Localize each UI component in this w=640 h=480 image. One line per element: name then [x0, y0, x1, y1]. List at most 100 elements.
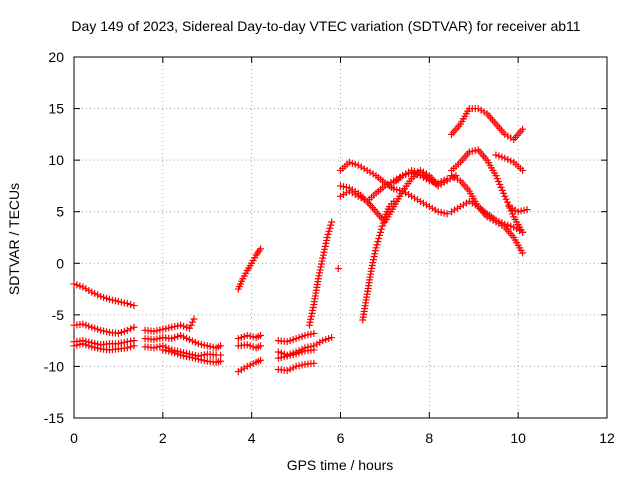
- data-point: [504, 155, 512, 163]
- data-point: [70, 280, 78, 288]
- data-point: [280, 353, 288, 361]
- data-point: [325, 335, 333, 343]
- data-point: [168, 323, 176, 331]
- data-point: [274, 354, 282, 362]
- data-point: [70, 342, 78, 350]
- data-point: [88, 323, 96, 331]
- data-point: [197, 340, 205, 348]
- data-point: [127, 301, 135, 309]
- y-tick-label: 20: [48, 49, 64, 65]
- series-8: [234, 245, 265, 293]
- series-21: [359, 197, 398, 324]
- data-point: [519, 125, 527, 133]
- data-point: [165, 324, 173, 332]
- data-point: [416, 197, 424, 205]
- data-point: [495, 152, 503, 160]
- data-point: [376, 228, 384, 236]
- data-point: [425, 203, 433, 211]
- data-points: [70, 105, 531, 376]
- data-point: [405, 168, 413, 176]
- data-point: [171, 334, 179, 342]
- data-point: [360, 165, 368, 173]
- data-point: [100, 293, 108, 301]
- data-point: [162, 325, 170, 333]
- data-point: [88, 288, 96, 296]
- data-point: [390, 185, 398, 193]
- data-point: [153, 327, 161, 335]
- data-point: [191, 355, 199, 363]
- series-23: [448, 105, 527, 144]
- data-point: [348, 186, 356, 194]
- data-point: [443, 177, 451, 185]
- series-15: [274, 359, 318, 375]
- data-point: [501, 154, 509, 162]
- data-point: [323, 234, 331, 241]
- data-point: [440, 209, 448, 217]
- data-point: [405, 191, 413, 199]
- data-point: [120, 299, 128, 307]
- data-point: [337, 182, 344, 190]
- data-point: [307, 330, 315, 338]
- data-point: [111, 297, 119, 305]
- data-point: [156, 326, 164, 334]
- data-point: [127, 325, 135, 333]
- data-point: [342, 183, 350, 191]
- data-point: [443, 210, 451, 218]
- data-point: [468, 199, 476, 207]
- x-tick-label: 12: [599, 430, 615, 446]
- data-point: [351, 187, 359, 195]
- data-point: [328, 334, 336, 342]
- data-point: [159, 346, 167, 354]
- data-point: [309, 306, 317, 314]
- data-point: [320, 248, 328, 256]
- data-point: [97, 292, 105, 300]
- data-point: [480, 108, 488, 116]
- data-point: [171, 323, 179, 331]
- data-point: [310, 359, 318, 367]
- data-point: [453, 204, 461, 212]
- data-point: [307, 315, 315, 323]
- data-point: [376, 231, 384, 239]
- data-point: [492, 151, 500, 159]
- data-point: [459, 201, 467, 209]
- data-point: [217, 351, 225, 359]
- data-point: [298, 333, 306, 341]
- data-point: [150, 344, 158, 352]
- data-point: [177, 351, 185, 359]
- data-point: [150, 336, 158, 344]
- data-point: [310, 346, 318, 354]
- data-point: [82, 285, 90, 293]
- data-point: [180, 322, 188, 330]
- data-point: [120, 327, 128, 335]
- data-point: [390, 197, 398, 205]
- y-tick-label: -10: [44, 358, 64, 374]
- data-point: [357, 163, 365, 171]
- data-point: [434, 208, 442, 216]
- series-3: [70, 340, 138, 354]
- data-point: [183, 352, 191, 360]
- data-point: [249, 360, 257, 368]
- data-point: [337, 192, 344, 200]
- data-point: [375, 235, 383, 243]
- data-point: [180, 352, 188, 360]
- data-point: [237, 334, 245, 342]
- data-point: [453, 175, 461, 183]
- x-tick-label: 4: [248, 430, 256, 446]
- data-point: [369, 256, 377, 264]
- data-point: [402, 189, 410, 197]
- data-point: [419, 199, 427, 207]
- data-point: [351, 160, 359, 168]
- data-point: [492, 172, 500, 180]
- data-point: [310, 329, 318, 337]
- data-point: [507, 222, 515, 230]
- data-point: [327, 221, 335, 229]
- data-point: [368, 264, 376, 272]
- data-point: [130, 342, 138, 350]
- data-point: [292, 350, 300, 358]
- data-point: [194, 340, 202, 348]
- x-tick-label: 6: [337, 430, 345, 446]
- data-point: [317, 260, 325, 268]
- data-point: [240, 364, 248, 372]
- data-point: [283, 338, 291, 346]
- series-17: [334, 264, 342, 272]
